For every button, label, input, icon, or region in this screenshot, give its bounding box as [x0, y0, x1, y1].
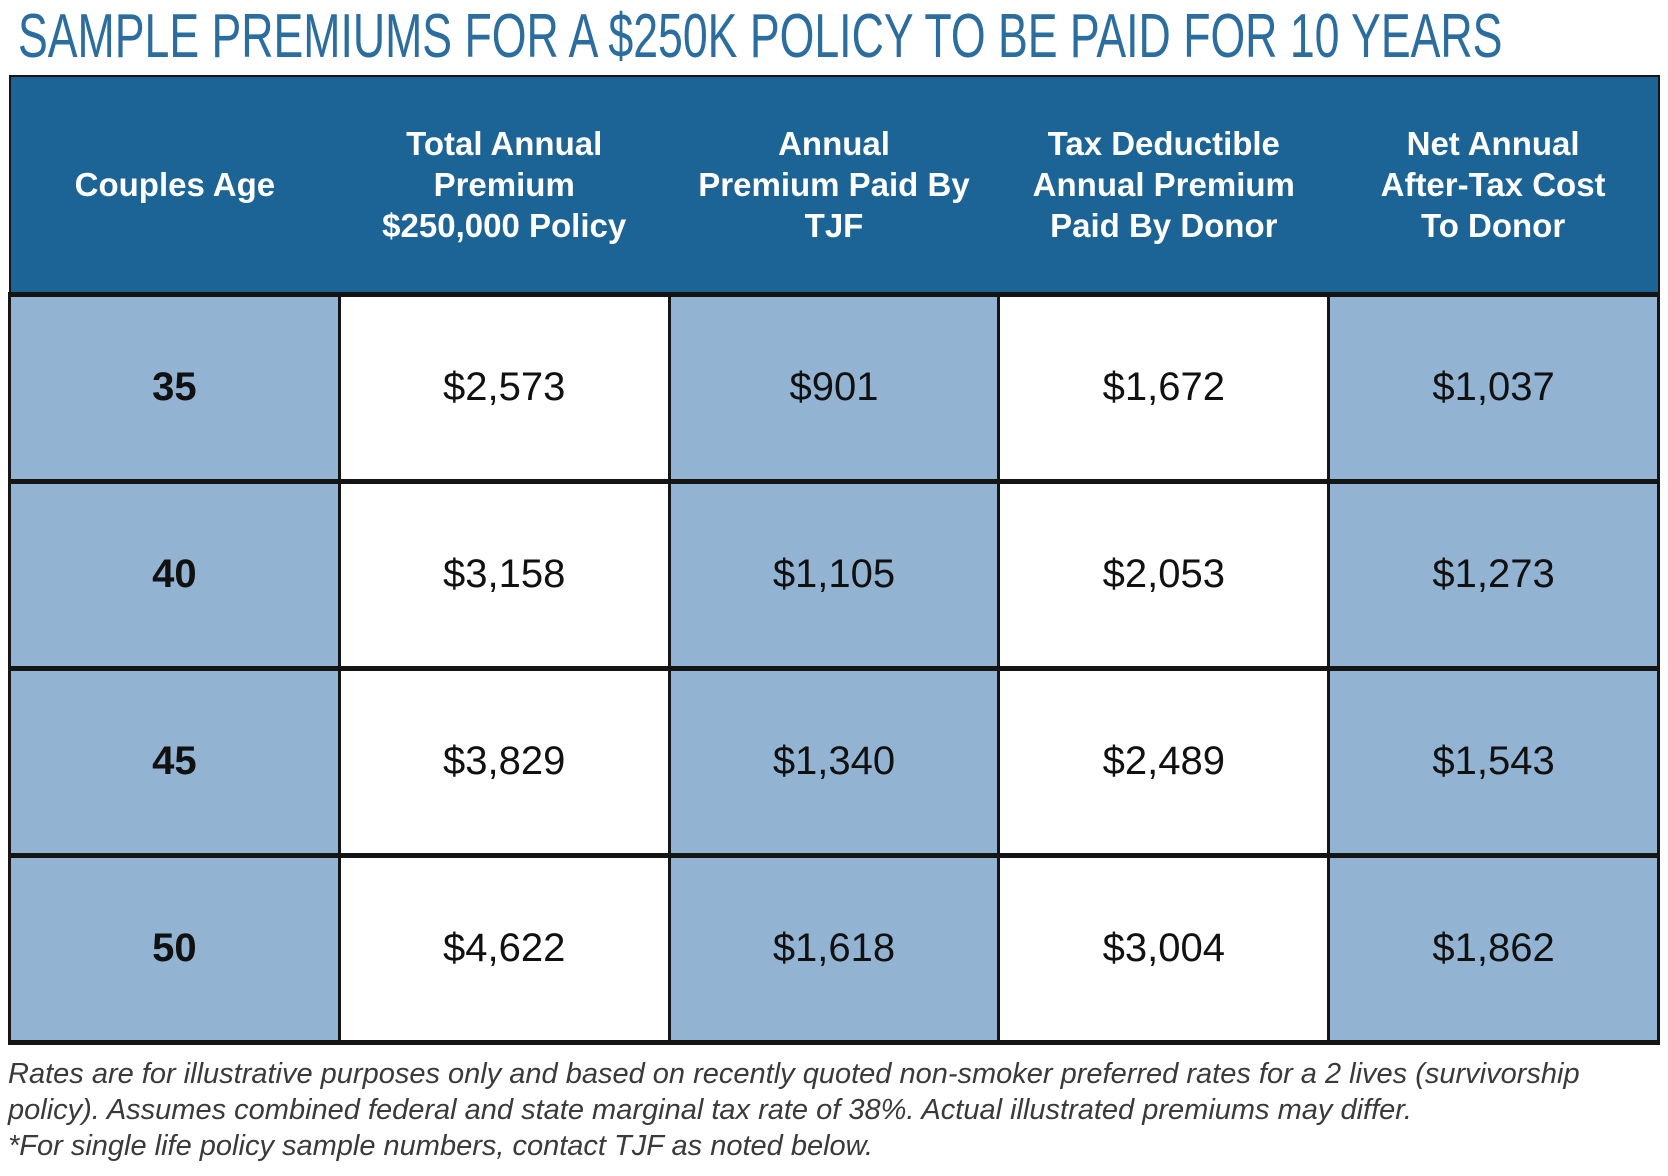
page-title: SAMPLE PREMIUMS FOR A $250K POLICY TO BE…	[18, 2, 1503, 71]
cell-total-premium: $3,829	[337, 665, 671, 858]
header-net-after-tax-cost: Net Annual After-Tax Cost To Donor	[1328, 76, 1659, 294]
cell-tax-deductible: $3,004	[997, 852, 1331, 1045]
footnote-single-life: *For single life policy sample numbers, …	[8, 1130, 874, 1162]
header-premium-by-tjf: Annual Premium Paid By TJF	[669, 76, 999, 294]
table-row: 45 $3,829 $1,340 $2,489 $1,543	[8, 665, 1660, 858]
cell-age: 45	[8, 665, 341, 858]
table-row: 50 $4,622 $1,618 $3,004 $1,862	[8, 852, 1660, 1045]
table-row: 40 $3,158 $1,105 $2,053 $1,273	[8, 478, 1660, 671]
cell-tax-deductible: $2,053	[997, 478, 1331, 671]
cell-tax-deductible: $1,672	[997, 291, 1331, 484]
header-total-premium: Total Annual Premium $250,000 Policy	[339, 76, 670, 294]
cell-premium-by-tjf: $1,105	[667, 478, 1001, 671]
cell-net-after-tax-cost: $1,273	[1327, 478, 1660, 671]
footnote-disclaimer: Rates are for illustrative purposes only…	[8, 1058, 1580, 1126]
table-header: Couples Age Total Annual Premium $250,00…	[9, 76, 1659, 294]
header-couples-age: Couples Age	[9, 76, 340, 294]
footnotes: Rates are for illustrative purposes only…	[8, 1056, 1662, 1164]
cell-tax-deductible: $2,489	[997, 665, 1331, 858]
cell-total-premium: $2,573	[337, 291, 671, 484]
cell-premium-by-tjf: $1,340	[667, 665, 1001, 858]
premium-table: Couples Age Total Annual Premium $250,00…	[8, 75, 1660, 1045]
cell-premium-by-tjf: $901	[667, 291, 1001, 484]
cell-net-after-tax-cost: $1,037	[1327, 291, 1660, 484]
cell-premium-by-tjf: $1,618	[667, 852, 1001, 1045]
cell-age: 40	[8, 478, 341, 671]
table-body: 35 $2,573 $901 $1,672 $1,037 40 $3,158 $…	[8, 291, 1660, 1045]
cell-total-premium: $3,158	[337, 478, 671, 671]
cell-net-after-tax-cost: $1,543	[1327, 665, 1660, 858]
table-row: 35 $2,573 $901 $1,672 $1,037	[8, 291, 1660, 484]
cell-age: 35	[8, 291, 341, 484]
cell-total-premium: $4,622	[337, 852, 671, 1045]
cell-age: 50	[8, 852, 341, 1045]
cell-net-after-tax-cost: $1,862	[1327, 852, 1660, 1045]
header-tax-deductible: Tax Deductible Annual Premium Paid By Do…	[998, 76, 1329, 294]
header-row: Couples Age Total Annual Premium $250,00…	[9, 76, 1659, 294]
